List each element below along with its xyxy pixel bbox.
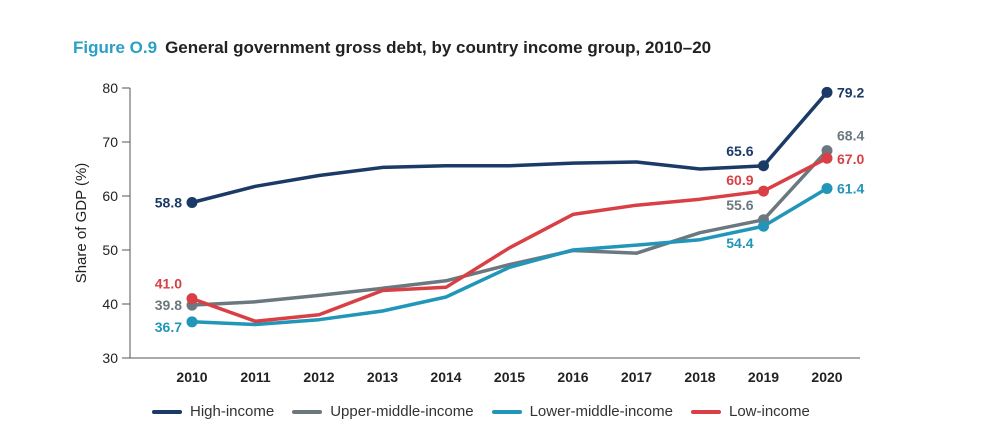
x-tick-label: 2018 bbox=[684, 369, 715, 385]
legend-item: Lower-middle-income bbox=[491, 403, 673, 420]
data-point-high-income bbox=[821, 86, 833, 98]
y-tick-label: 40 bbox=[102, 296, 118, 312]
x-tick-label: 2015 bbox=[494, 369, 525, 385]
x-tick-label: 2016 bbox=[557, 369, 588, 385]
legend-swatch bbox=[292, 409, 323, 414]
legend-label: Low-income bbox=[728, 403, 810, 420]
series-line-low-income bbox=[190, 156, 829, 324]
x-tick-label: 2017 bbox=[621, 369, 652, 385]
x-tick-label: 2020 bbox=[811, 369, 842, 385]
legend-label: Upper-middle-income bbox=[330, 403, 474, 420]
legend-item: High-income bbox=[152, 403, 274, 420]
x-tick-label: 2013 bbox=[367, 369, 398, 385]
data-label: 36.7 bbox=[155, 319, 182, 335]
data-point-high-income bbox=[758, 160, 769, 172]
legend-item: Upper-middle-income bbox=[292, 403, 474, 420]
legend-swatch bbox=[491, 409, 522, 414]
series-line-lower-middle-income bbox=[190, 186, 829, 327]
legend-swatch bbox=[690, 409, 721, 414]
data-label: 55.6 bbox=[726, 197, 753, 213]
y-tick-label: 60 bbox=[102, 188, 118, 204]
chart-title: Figure O.9 General government gross debt,… bbox=[73, 38, 711, 58]
data-point-low-income bbox=[186, 293, 198, 305]
x-tick-label: 2011 bbox=[240, 369, 271, 385]
figure-title-text: General government gross debt, by countr… bbox=[165, 38, 712, 57]
data-point-low-income bbox=[821, 152, 833, 164]
data-point-high-income bbox=[186, 196, 198, 208]
y-tick-label: 50 bbox=[102, 242, 118, 258]
series-line-high-income bbox=[190, 90, 829, 205]
data-label: 60.9 bbox=[726, 172, 753, 188]
data-label: 79.2 bbox=[837, 84, 864, 100]
data-point-lower-middle-income bbox=[186, 316, 198, 328]
data-label: 67.0 bbox=[837, 151, 864, 167]
series-line-upper-middle-income bbox=[190, 148, 829, 307]
figure-number: Figure O.9 bbox=[73, 38, 158, 57]
data-label: 41.0 bbox=[155, 276, 182, 292]
data-label: 54.4 bbox=[726, 235, 753, 251]
x-tick-label: 2014 bbox=[430, 369, 461, 385]
data-point-lower-middle-income bbox=[758, 220, 769, 232]
data-label: 39.8 bbox=[155, 297, 182, 313]
legend-label: High-income bbox=[190, 403, 275, 420]
data-point-low-income bbox=[758, 185, 769, 197]
y-tick-label: 70 bbox=[102, 134, 118, 150]
legend-swatch bbox=[152, 409, 182, 414]
chart-legend: High-income Upper-middle-income Lower-midd… bbox=[152, 403, 828, 420]
y-tick-label: 30 bbox=[102, 350, 118, 366]
legend-item: Low-income bbox=[690, 403, 810, 420]
data-point-upper-middle-income bbox=[821, 145, 833, 157]
data-point-lower-middle-income bbox=[821, 182, 833, 194]
data-label: 58.8 bbox=[155, 194, 182, 210]
x-tick-label: 2010 bbox=[176, 369, 207, 385]
data-label: 65.6 bbox=[726, 143, 753, 159]
data-label: 68.4 bbox=[837, 128, 864, 144]
legend-label: Lower-middle-income bbox=[529, 403, 673, 420]
data-label: 61.4 bbox=[837, 180, 864, 196]
x-tick-label: 2012 bbox=[303, 369, 334, 385]
x-tick-label: 2019 bbox=[748, 369, 779, 385]
y-tick-label: 80 bbox=[102, 80, 118, 96]
y-axis-title: Share of GDP (%) bbox=[73, 163, 90, 284]
